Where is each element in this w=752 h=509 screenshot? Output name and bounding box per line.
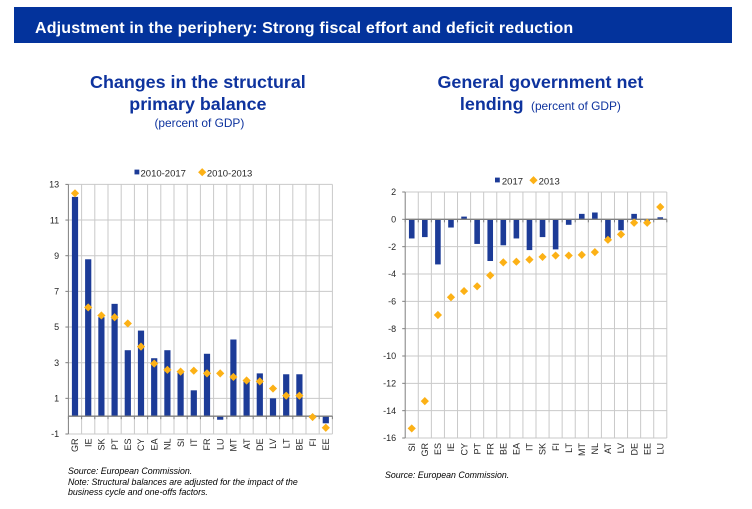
svg-text:-16: -16 bbox=[383, 433, 396, 443]
svg-text:FI: FI bbox=[551, 443, 561, 451]
svg-text:DE: DE bbox=[629, 443, 639, 456]
svg-text:AT: AT bbox=[242, 438, 252, 449]
svg-text:SK: SK bbox=[97, 439, 107, 451]
svg-text:3: 3 bbox=[54, 358, 59, 368]
svg-text:9: 9 bbox=[54, 251, 59, 261]
svg-text:FR: FR bbox=[485, 443, 495, 455]
svg-text:2017: 2017 bbox=[502, 176, 523, 187]
svg-text:-14: -14 bbox=[383, 406, 396, 416]
svg-text:MT: MT bbox=[577, 443, 587, 456]
svg-text:7: 7 bbox=[54, 287, 59, 297]
svg-text:LT: LT bbox=[564, 443, 574, 453]
svg-text:1: 1 bbox=[54, 394, 59, 404]
svg-text:-12: -12 bbox=[383, 379, 396, 389]
svg-text:5: 5 bbox=[54, 322, 59, 332]
svg-text:0: 0 bbox=[391, 215, 396, 225]
svg-text:SI: SI bbox=[407, 443, 417, 452]
svg-text:-1: -1 bbox=[51, 429, 59, 439]
svg-text:MT: MT bbox=[229, 438, 239, 451]
svg-text:LU: LU bbox=[215, 439, 225, 451]
svg-text:-2: -2 bbox=[388, 242, 396, 252]
svg-text:IE: IE bbox=[446, 443, 456, 452]
svg-text:FI: FI bbox=[308, 439, 318, 447]
svg-text:ES: ES bbox=[123, 439, 133, 451]
svg-text:IE: IE bbox=[83, 439, 93, 448]
svg-text:SK: SK bbox=[538, 443, 548, 455]
svg-text:EA: EA bbox=[149, 439, 159, 451]
svg-text:EE: EE bbox=[321, 439, 331, 451]
svg-text:LU: LU bbox=[655, 443, 665, 455]
svg-text:ES: ES bbox=[433, 443, 443, 455]
svg-text:CY: CY bbox=[136, 439, 146, 452]
svg-text:-6: -6 bbox=[388, 297, 396, 307]
svg-text:PT: PT bbox=[110, 438, 120, 450]
svg-text:AT: AT bbox=[603, 443, 613, 454]
svg-text:BE: BE bbox=[295, 439, 305, 451]
svg-text:-8: -8 bbox=[388, 324, 396, 334]
svg-text:LV: LV bbox=[268, 439, 278, 449]
svg-text:11: 11 bbox=[50, 215, 59, 225]
svg-text:LT: LT bbox=[281, 438, 291, 448]
svg-text:LV: LV bbox=[616, 443, 626, 453]
svg-text:EE: EE bbox=[642, 443, 652, 455]
svg-text:13: 13 bbox=[49, 180, 59, 190]
svg-text:-10: -10 bbox=[383, 351, 396, 361]
svg-text:2013: 2013 bbox=[539, 176, 560, 187]
svg-text:SI: SI bbox=[176, 439, 186, 448]
svg-text:NL: NL bbox=[163, 439, 173, 451]
svg-text:2010-2017: 2010-2017 bbox=[141, 168, 186, 179]
svg-text:IT: IT bbox=[525, 442, 535, 451]
svg-text:2: 2 bbox=[391, 187, 396, 197]
svg-text:FR: FR bbox=[202, 438, 212, 450]
svg-text:DE: DE bbox=[255, 439, 265, 452]
svg-text:BE: BE bbox=[499, 443, 509, 455]
svg-text:GR: GR bbox=[70, 438, 80, 452]
svg-text:IT: IT bbox=[189, 438, 199, 447]
svg-text:CY: CY bbox=[459, 443, 469, 456]
svg-text:GR: GR bbox=[420, 442, 430, 456]
svg-text:PT: PT bbox=[472, 443, 482, 455]
svg-text:NL: NL bbox=[590, 443, 600, 455]
svg-text:EA: EA bbox=[512, 443, 522, 455]
svg-text:2010-2013: 2010-2013 bbox=[207, 168, 252, 179]
svg-text:-4: -4 bbox=[388, 269, 396, 279]
